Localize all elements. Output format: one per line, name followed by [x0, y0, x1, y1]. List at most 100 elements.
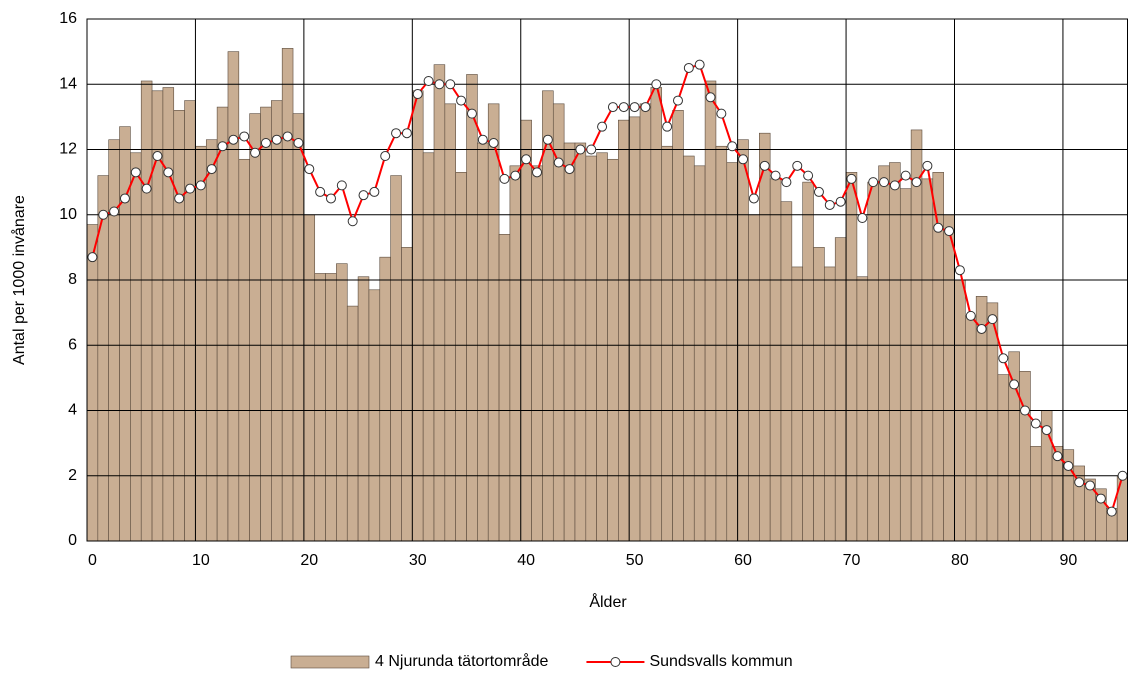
marker [521, 154, 532, 165]
marker [694, 59, 705, 70]
marker [1117, 470, 1128, 481]
bar [737, 139, 749, 542]
bar [618, 119, 630, 542]
marker [716, 108, 727, 119]
bar [997, 374, 1010, 542]
grid [86, 18, 1128, 542]
bar [693, 165, 706, 542]
bar [802, 181, 814, 542]
bar [346, 305, 359, 542]
marker [586, 144, 597, 155]
bar [292, 113, 305, 542]
marker [792, 160, 803, 171]
x-tick-label: 20 [300, 552, 318, 569]
bar [368, 289, 381, 542]
y-tick-label: 0 [68, 532, 77, 549]
marker [423, 75, 434, 86]
marker [662, 121, 673, 132]
marker [293, 137, 304, 148]
bar [271, 100, 283, 542]
bar [422, 152, 435, 542]
marker [152, 151, 163, 162]
marker [1030, 418, 1041, 429]
marker [434, 79, 445, 90]
bar [184, 100, 196, 542]
marker [336, 180, 347, 191]
marker [987, 314, 998, 325]
marker [1095, 493, 1106, 504]
marker [618, 102, 629, 113]
marker [250, 147, 261, 158]
y-tick-label: 12 [59, 141, 77, 158]
bar [834, 237, 847, 542]
bar [607, 158, 619, 542]
marker [217, 141, 228, 152]
marker [965, 310, 976, 321]
x-tick-label: 90 [1059, 552, 1077, 569]
marker [260, 137, 271, 148]
marker [976, 323, 987, 334]
bar [412, 90, 424, 542]
marker [748, 193, 759, 204]
bar [238, 158, 250, 542]
bar [1030, 446, 1042, 542]
bar [899, 188, 912, 542]
bar [563, 142, 576, 542]
marker [922, 160, 933, 171]
x-tick-label: 80 [951, 552, 969, 569]
bar [336, 263, 348, 542]
marker [944, 226, 955, 237]
marker [391, 128, 402, 139]
marker [195, 180, 206, 191]
bar [1019, 371, 1031, 542]
bar [943, 214, 955, 542]
marker [456, 95, 467, 106]
bar [791, 266, 803, 542]
legend-label: 4 Njurunda tätortområde [375, 652, 549, 670]
bar [433, 64, 446, 542]
bar [889, 162, 901, 542]
bar [227, 51, 240, 542]
marker [672, 95, 683, 106]
marker [347, 216, 358, 227]
y-tick-label: 14 [59, 75, 77, 92]
marker [1009, 379, 1020, 390]
bar [726, 162, 738, 542]
bar [195, 145, 207, 542]
marker [304, 164, 315, 175]
bar [845, 172, 858, 542]
marker [857, 213, 868, 224]
marker [1052, 451, 1063, 462]
bar [585, 155, 597, 542]
legend-swatch [290, 655, 370, 669]
marker [163, 167, 174, 178]
x-tick-label: 30 [409, 552, 427, 569]
bar [596, 152, 608, 542]
bar [813, 247, 825, 542]
marker [900, 170, 911, 181]
bar [108, 139, 120, 542]
marker [466, 108, 477, 119]
x-tick-label: 50 [626, 552, 644, 569]
y-tick-label: 16 [59, 10, 77, 27]
y-tick-label: 8 [68, 271, 77, 288]
bar [205, 139, 218, 542]
bar [759, 132, 771, 542]
marker [510, 170, 521, 181]
legend-marker [610, 657, 621, 667]
marker [282, 131, 293, 142]
x-tick-label: 40 [517, 552, 535, 569]
marker [846, 173, 857, 184]
bar [390, 175, 402, 542]
marker [369, 186, 380, 197]
bar [130, 152, 142, 542]
marker [87, 252, 98, 263]
marker [553, 157, 564, 168]
bar [314, 273, 326, 542]
bar [683, 155, 695, 542]
marker [868, 177, 879, 188]
marker [380, 151, 391, 162]
marker [640, 102, 651, 113]
y-axis-label: Antal per 1000 invånare [10, 195, 28, 365]
marker [141, 183, 152, 194]
